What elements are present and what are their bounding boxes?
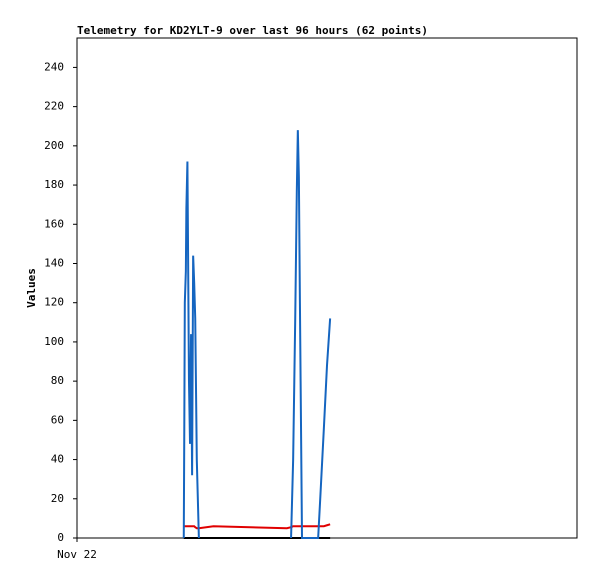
y-tick-label: 20 [51, 492, 64, 505]
y-tick-label: 100 [44, 335, 64, 348]
chart-title: Telemetry for KD2YLT-9 over last 96 hour… [77, 24, 428, 37]
y-tick-label: 40 [51, 453, 64, 466]
series-line [183, 523, 331, 530]
y-tick-label: 200 [44, 139, 64, 152]
series-line [182, 130, 332, 539]
y-tick-label: 160 [44, 217, 64, 230]
y-tick-label: 240 [44, 60, 64, 73]
y-tick-label: 0 [57, 531, 64, 544]
plot-frame [76, 37, 578, 539]
y-tick-label: 220 [44, 100, 64, 113]
y-tick-label: 60 [51, 413, 64, 426]
y-axis-label: Values [25, 268, 38, 308]
x-tick-label: Nov 22 [57, 548, 97, 561]
y-tick-label: 180 [44, 178, 64, 191]
y-tick-label: 120 [44, 296, 64, 309]
y-tick-label: 80 [51, 374, 64, 387]
y-tick-label: 140 [44, 256, 64, 269]
